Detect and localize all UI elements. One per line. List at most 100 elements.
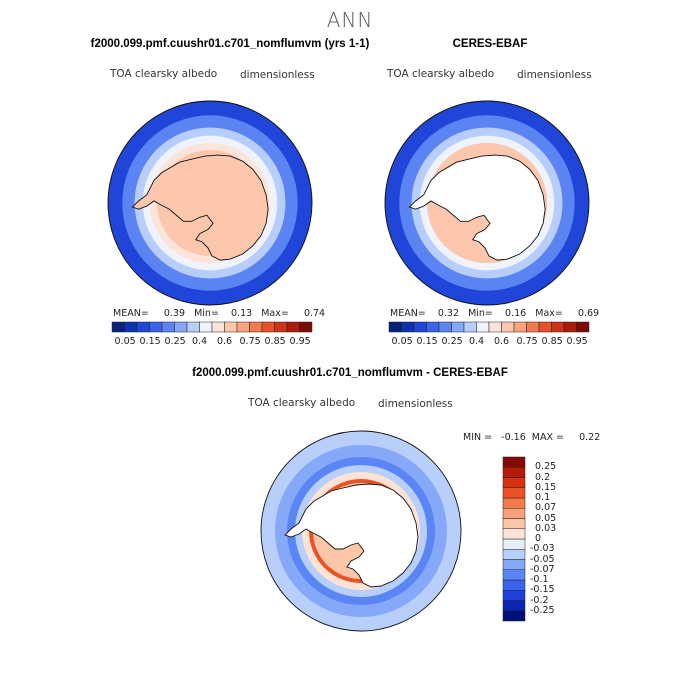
obs-mean-value: 0.32 — [437, 308, 460, 319]
obs-colorbar-swatch-1 — [401, 321, 415, 333]
model-min-label: Min= — [194, 308, 219, 319]
obs-colorbar-swatch-0 — [388, 321, 402, 333]
diff-colorbar-tick-10: -0.07 — [530, 563, 555, 575]
model-map-border — [107, 100, 313, 306]
diff-min-value: -0.16 — [501, 432, 526, 443]
model-panel-title: f2000.099.pmf.cuushr01.c701_nomflumvm (y… — [90, 38, 370, 50]
model-colorbar-swatch-3 — [149, 321, 163, 333]
diff-colorbar-tick-12: -0.15 — [530, 584, 555, 596]
obs-colorbar-ticks: 0.05 0.15 0.25 0.4 0.6 0.75 0.85 0.95 — [389, 336, 589, 348]
obs-colorbar-swatch-2 — [413, 321, 427, 333]
obs-colorbar-tick-3: 0.4 — [468, 336, 485, 347]
diff-colorbar-swatch-4 — [502, 569, 526, 581]
diff-colorbar-tick-3: 0.1 — [535, 492, 551, 503]
model-colorbar-tick-3: 0.4 — [191, 336, 208, 347]
model-colorbar-swatch-7 — [199, 321, 213, 333]
obs-mean-label: MEAN= — [390, 308, 426, 319]
obs-colorbar-swatch-12 — [538, 321, 552, 333]
model-mean-value: 0.39 — [163, 308, 186, 319]
obs-colorbar-swatch-10 — [513, 321, 527, 333]
diff-polar-map — [260, 430, 462, 632]
model-mean-label: MEAN= — [113, 308, 149, 319]
model-colorbar-swatch-15 — [299, 321, 313, 333]
obs-colorbar-swatch-6 — [463, 321, 477, 333]
model-colorbar-tick-4: 0.6 — [216, 336, 233, 347]
obs-polar-map — [384, 100, 590, 306]
model-colorbar-tick-2: 0.25 — [164, 336, 186, 347]
model-colorbar-swatch-0 — [111, 321, 125, 333]
obs-colorbar-tick-2: 0.25 — [441, 336, 463, 347]
diff-colorbar-swatch-5 — [502, 559, 526, 570]
obs-variable-label: TOA clearsky albedo — [387, 68, 495, 80]
obs-colorbar-swatch-11 — [526, 321, 540, 333]
diff-colorbar-tick-11: -0.1 — [530, 574, 549, 585]
model-variable-label: TOA clearsky albedo — [110, 68, 218, 80]
obs-colorbar-swatch-4 — [438, 321, 452, 333]
figure-title: ANN — [326, 8, 374, 32]
diff-colorbar-tick-6: 0.03 — [535, 522, 557, 534]
diff-colorbar-ticks: 0.25 0.2 0.15 0.1 0.07 0.05 0.03 0 -0.03 -0.05 -0.… — [530, 457, 590, 621]
diff-colorbar-tick-1: 0.2 — [535, 471, 551, 483]
model-colorbar-tick-0: 0.05 — [114, 336, 136, 347]
obs-units-label: dimensionless — [517, 69, 592, 81]
diff-variable-label: TOA clearsky albedo — [248, 397, 356, 409]
diff-colorbar-tick-5: 0.05 — [535, 512, 557, 524]
diff-colorbar-swatch-3 — [502, 579, 526, 591]
obs-colorbar-swatch-3 — [426, 321, 440, 333]
diff-colorbar-tick-8: -0.03 — [530, 543, 555, 555]
obs-stats: MEAN= 0.32 Min= 0.16 Max= 0.69 — [390, 308, 599, 319]
diff-colorbar-swatch-10 — [502, 508, 526, 519]
obs-min-value: 0.16 — [505, 308, 527, 319]
obs-colorbar-swatch-9 — [501, 321, 515, 333]
model-colorbar — [111, 321, 313, 333]
diff-colorbar-swatch-0 — [502, 610, 526, 622]
diff-colorbar — [502, 456, 526, 622]
diff-colorbar-swatch-7 — [502, 538, 526, 550]
obs-colorbar-swatch-14 — [563, 321, 577, 333]
diff-colorbar-swatch-14 — [502, 467, 526, 478]
diff-colorbar-swatch-8 — [502, 528, 526, 540]
model-colorbar-swatch-14 — [286, 321, 300, 333]
diff-colorbar-tick-4: 0.07 — [535, 502, 557, 514]
diff-colorbar-tick-13: -0.2 — [530, 594, 549, 606]
obs-max-value: 0.69 — [577, 308, 600, 319]
obs-min-label: Min= — [468, 308, 493, 319]
model-min-value: 0.13 — [231, 308, 253, 319]
model-colorbar-swatch-5 — [174, 321, 188, 333]
diff-map-border — [260, 430, 462, 632]
model-colorbar-tick-5: 0.75 — [239, 336, 261, 347]
diff-colorbar-tick-0: 0.25 — [535, 461, 557, 473]
obs-colorbar-swatch-8 — [488, 321, 502, 333]
diff-colorbar-tick-2: 0.15 — [535, 481, 557, 493]
obs-colorbar-swatch-7 — [476, 321, 490, 333]
diff-max-label: MAX = — [531, 432, 564, 443]
obs-colorbar-swatch-13 — [551, 321, 565, 333]
obs-colorbar-tick-7: 0.95 — [566, 336, 588, 347]
obs-panel-title: CERES-EBAF — [452, 38, 528, 50]
diff-colorbar-swatch-6 — [502, 549, 526, 560]
model-colorbar-swatch-2 — [136, 321, 150, 333]
model-max-label: Max= — [261, 308, 289, 319]
obs-colorbar-tick-6: 0.85 — [541, 336, 563, 347]
model-colorbar-swatch-4 — [161, 321, 175, 333]
diff-units-label: dimensionless — [378, 398, 453, 410]
diff-colorbar-swatch-13 — [502, 477, 526, 488]
model-max-value: 0.74 — [303, 308, 326, 319]
obs-max-label: Max= — [535, 308, 563, 319]
diff-stats: MIN = -0.16 MAX = 0.22 — [463, 432, 600, 443]
model-colorbar-swatch-1 — [124, 321, 138, 333]
obs-colorbar-tick-4: 0.6 — [493, 336, 510, 347]
model-colorbar-swatch-6 — [186, 321, 200, 333]
obs-colorbar-tick-1: 0.15 — [416, 336, 438, 347]
obs-map-border — [384, 100, 590, 306]
diff-colorbar-swatch-12 — [502, 487, 526, 499]
diff-colorbar-swatch-1 — [502, 600, 526, 611]
model-antarctica-coastline — [131, 154, 269, 261]
model-stats: MEAN= 0.39 Min= 0.13 Max= 0.74 — [113, 308, 325, 319]
diff-colorbar-swatch-2 — [502, 590, 526, 601]
diff-antarctica-coastline — [284, 483, 419, 588]
obs-antarctica-coastline — [408, 154, 546, 261]
model-colorbar-tick-1: 0.15 — [139, 336, 161, 347]
obs-colorbar-tick-5: 0.75 — [516, 336, 538, 347]
diff-colorbar-tick-7: 0 — [535, 533, 542, 544]
